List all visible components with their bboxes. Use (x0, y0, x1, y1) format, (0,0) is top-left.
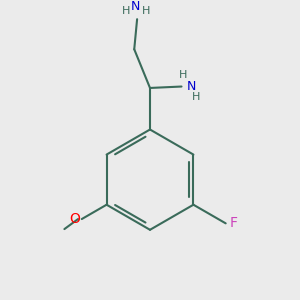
Text: F: F (230, 216, 238, 230)
Text: N: N (131, 0, 140, 13)
Text: H: H (122, 6, 130, 16)
Text: O: O (70, 212, 80, 226)
Text: N: N (187, 80, 196, 93)
Text: H: H (192, 92, 201, 102)
Text: H: H (142, 6, 151, 16)
Text: H: H (179, 70, 187, 80)
